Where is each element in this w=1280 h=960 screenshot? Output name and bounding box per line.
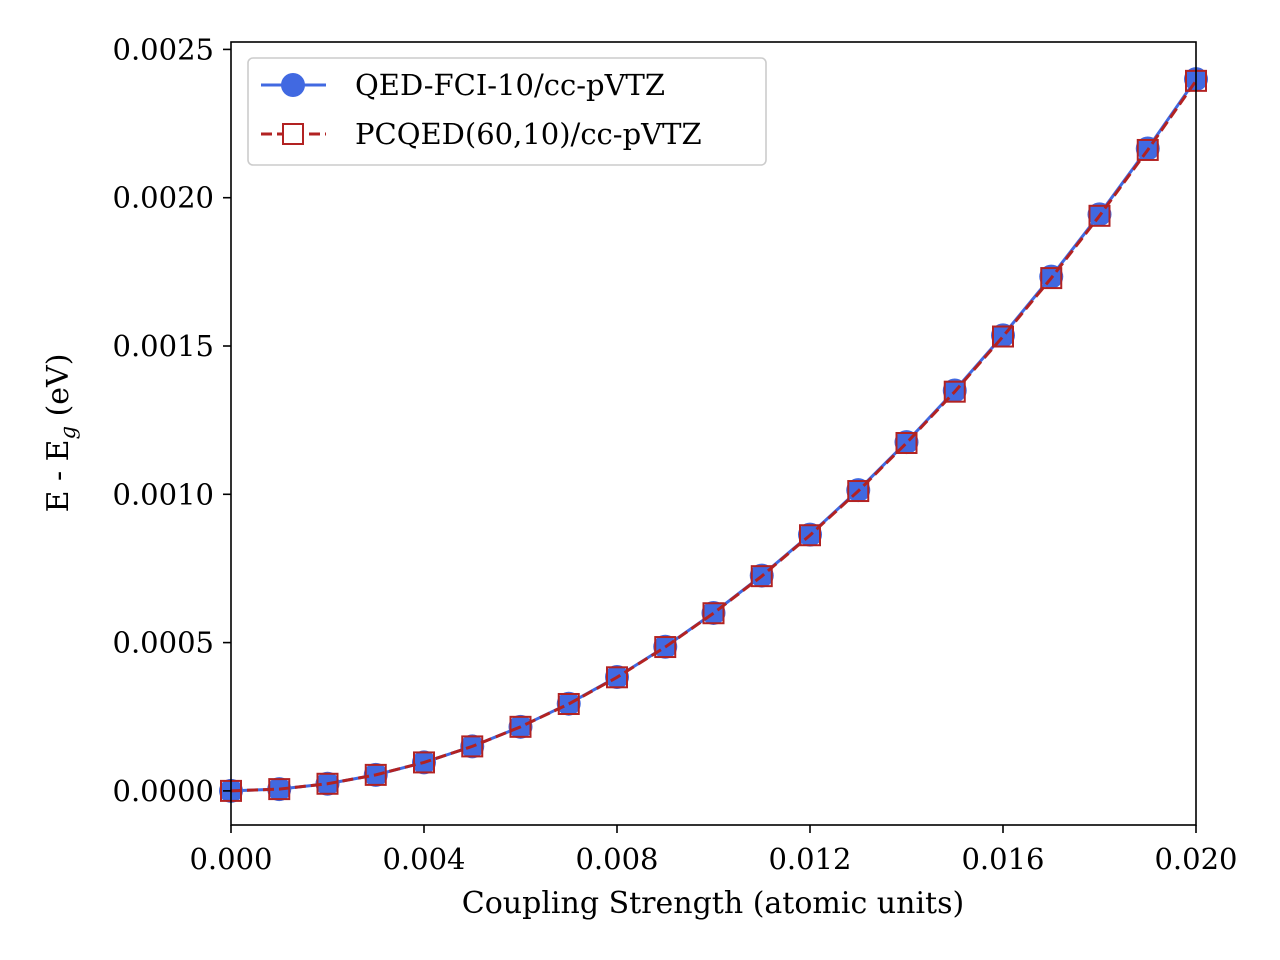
data-point-pcqed — [992, 325, 1014, 348]
y-tick-label: 0.0000 — [113, 774, 214, 808]
y-tick-label: 0.0020 — [113, 181, 214, 215]
data-point-pcqed — [847, 480, 870, 503]
x-tick-label: 0.008 — [575, 842, 658, 876]
series-layer — [219, 67, 1208, 803]
data-point-pcqed — [1088, 204, 1111, 227]
legend-box — [247, 57, 767, 166]
data-point-pcqed — [364, 763, 387, 786]
x-tick-label: 0.016 — [961, 842, 1044, 876]
data-point-pcqed — [557, 692, 580, 715]
y-tick-label: 0.0005 — [113, 626, 214, 660]
data-point-pcqed — [1136, 138, 1159, 161]
y-tick-label: 0.0015 — [113, 329, 214, 363]
data-point-pcqed — [268, 778, 291, 801]
y-axis-label-tail: (eV) — [41, 354, 76, 426]
data-point-pcqed — [799, 524, 821, 547]
ticks-layer: 0.000 0.004 0.008 0.012 0.016 0.020 0.0000 0.00… — [113, 32, 1238, 876]
legend-label-qed-fci: QED-FCI-10/cc-pVTZ — [355, 68, 665, 102]
y-tick-label: 0.0025 — [113, 32, 214, 66]
y-axis-label-main: E - E — [41, 439, 76, 512]
data-point-pcqed — [316, 772, 339, 795]
data-point-pcqed — [895, 431, 918, 454]
plot-frame — [230, 41, 1197, 826]
x-tick-label: 0.020 — [1154, 842, 1237, 876]
y-axis-label-subscript: g — [56, 426, 80, 439]
x-tick-label: 0.000 — [189, 842, 272, 876]
data-point-pcqed — [750, 565, 773, 588]
plot-area — [231, 42, 1196, 825]
legend: QED-FCI-10/cc-pVTZ PCQED(60,10)/cc-pVTZ — [247, 57, 767, 166]
data-point-pcqed — [509, 715, 532, 738]
data-point-qed-fci — [701, 600, 726, 625]
legend-label-pcqed: PCQED(60,10)/cc-pVTZ — [355, 117, 702, 151]
data-point-pcqed — [606, 666, 628, 689]
x-axis-label: Coupling Strength (atomic units) — [462, 886, 964, 921]
data-point-pcqed — [413, 751, 435, 774]
data-point-pcqed — [654, 636, 677, 659]
x-tick-label: 0.012 — [768, 842, 851, 876]
legend-marker-qed-fci — [281, 73, 305, 97]
data-point-pcqed — [461, 735, 484, 758]
series-line-pcqed — [230, 79, 1198, 793]
y-axis-label: E - Eg (eV) — [41, 354, 80, 513]
data-point-pcqed — [702, 602, 725, 625]
y-tick-label: 0.0010 — [113, 477, 214, 511]
data-point-pcqed — [943, 380, 966, 403]
x-tick-label: 0.004 — [382, 842, 465, 876]
data-point-pcqed — [1040, 267, 1063, 290]
legend-marker-pcqed — [282, 123, 304, 145]
